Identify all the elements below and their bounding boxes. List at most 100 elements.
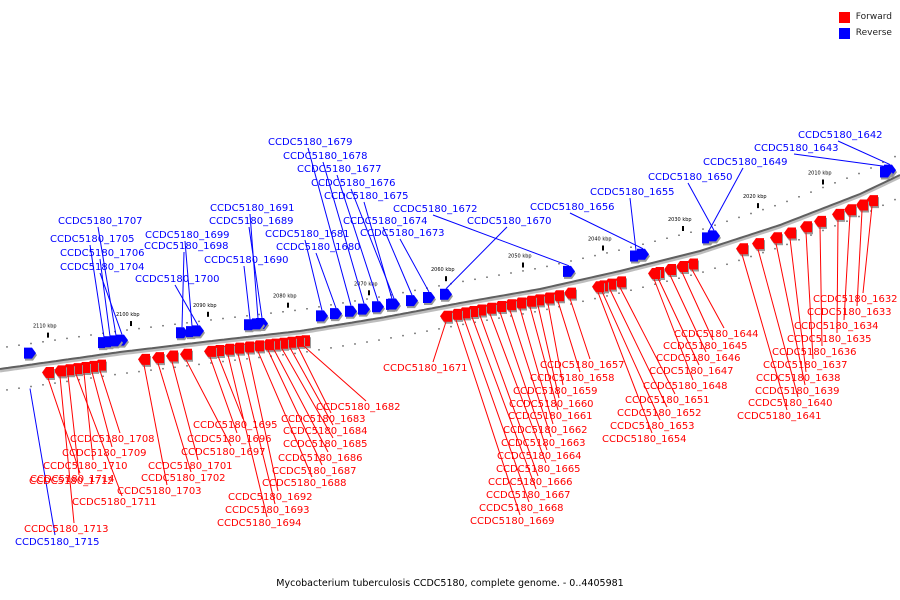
- forward-gene-label: CCDC5180_1638: [756, 373, 841, 384]
- scale-tick-label: 2050 kbp: [508, 254, 532, 260]
- gene-features: [24, 164, 897, 381]
- forward-gene-label: CCDC5180_1713: [24, 524, 109, 535]
- leader-line: [471, 316, 537, 490]
- leader-line: [509, 310, 552, 438]
- forward-gene-label: CCDC5180_1647: [649, 366, 734, 377]
- leader-line: [59, 376, 75, 524]
- forward-gene-label: CCDC5180_1636: [772, 347, 857, 358]
- scale-dot: [750, 212, 752, 215]
- leader-line: [629, 197, 637, 251]
- forward-gene: [676, 261, 688, 272]
- forward-gene-label: CCDC5180_1668: [479, 503, 564, 514]
- leader-line: [681, 271, 714, 341]
- legend-forward-label: Forward: [855, 12, 892, 22]
- forward-gene-label: CCDC5180_1637: [763, 360, 848, 371]
- scale-dot: [138, 370, 140, 373]
- forward-gene-label: CCDC5180_1662: [503, 425, 588, 436]
- leader-line: [267, 350, 323, 466]
- scale-dot: [834, 225, 836, 227]
- scale-dot: [690, 274, 692, 276]
- scale-dot: [582, 300, 584, 303]
- scale-tick-label: 2070 kbp: [354, 281, 378, 287]
- scale-dot: [642, 243, 644, 245]
- leader-line: [237, 353, 276, 505]
- scale-dot: [162, 367, 164, 370]
- scale-tick: [47, 332, 49, 338]
- forward-gene: [180, 348, 192, 360]
- scale-dot: [834, 182, 836, 184]
- reverse-gene: [24, 347, 36, 359]
- forward-gene-label: CCDC5180_1684: [283, 426, 368, 437]
- leader-line: [143, 364, 168, 486]
- forward-gene: [152, 352, 164, 364]
- leader-line: [557, 301, 581, 373]
- legend-reverse: Reverse: [838, 25, 892, 41]
- forward-gene-label: CCDC5180_1632: [813, 294, 898, 305]
- scale-dot: [714, 224, 716, 226]
- scale-tick-label: 2080 kbp: [273, 294, 297, 300]
- scale-dot: [606, 295, 608, 297]
- scale-dot: [30, 342, 32, 345]
- reverse-gene-label: CCDC5180_1643: [754, 143, 839, 154]
- scale-dot: [702, 228, 704, 230]
- scale-dot: [786, 200, 788, 203]
- leader-line: [529, 306, 559, 411]
- reverse-gene: [708, 230, 720, 242]
- reverse-gene-label: CCDC5180_1715: [15, 537, 100, 548]
- scale-dot: [402, 334, 404, 337]
- genome-backbone: 2010 kbp 2020 kbp 2030 kbp 2040 kbp 2050 kbp…: [0, 155, 900, 391]
- leader-line: [479, 315, 539, 477]
- scale-tick: [522, 262, 524, 268]
- scale-dot: [210, 319, 212, 321]
- forward-gene-label: CCDC5180_1667: [486, 490, 571, 501]
- leader-line: [609, 289, 668, 408]
- reverse-gene-label: CCDC5180_1679: [268, 137, 353, 148]
- reverse-gene-label: CCDC5180_1673: [360, 228, 445, 239]
- scale-dot: [798, 239, 800, 241]
- forward-gene-label: CCDC5180_1669: [470, 516, 555, 527]
- scale-dot: [246, 358, 248, 360]
- legend-forward: Forward: [838, 9, 892, 25]
- scale-dot: [66, 380, 68, 383]
- forward-gene: [166, 350, 178, 362]
- leader-line: [97, 226, 117, 336]
- leader-line: [687, 182, 715, 231]
- forward-gene-label: CCDC5180_1688: [262, 478, 347, 489]
- reverse-gene: [406, 295, 418, 307]
- forward-gene: [814, 215, 826, 227]
- scale-tick-label: 2110 kbp: [33, 324, 57, 330]
- scale-dot: [282, 354, 284, 356]
- scale-dot: [102, 375, 104, 378]
- scale-dot: [726, 263, 728, 266]
- scale-dot: [678, 277, 680, 279]
- scale-dot: [42, 384, 44, 386]
- label-leader-lines: [29, 140, 891, 536]
- scale-dot: [366, 298, 368, 300]
- leader-line: [691, 269, 725, 329]
- forward-gene: [736, 243, 748, 255]
- scale-dot: [630, 246, 632, 248]
- leader-line: [399, 238, 430, 293]
- forward-gene-label: CCDC5180_1685: [283, 439, 368, 450]
- leader-line: [289, 347, 334, 426]
- forward-gene-label: CCDC5180_1645: [663, 341, 748, 352]
- scale-dot: [738, 259, 740, 262]
- scale-dot: [354, 343, 356, 345]
- gene-labels: CCDC5180_1642 CCDC5180_1643 CCDC5180_1649 C…: [15, 130, 898, 548]
- scale-dot: [498, 317, 500, 319]
- forward-gene-label: CCDC5180_1714: [30, 474, 115, 485]
- scale-dot: [6, 346, 8, 348]
- leader-line: [249, 213, 259, 319]
- scale-dot: [630, 289, 632, 291]
- scale-dot: [162, 324, 164, 327]
- scale-dot: [750, 255, 752, 258]
- scale-dot: [150, 369, 152, 371]
- reverse-gene-label: CCDC5180_1672: [393, 204, 478, 215]
- scale-dot: [378, 296, 380, 298]
- scale-dot: [594, 297, 596, 300]
- reverse-gene: [252, 318, 264, 330]
- scale-dot: [774, 204, 776, 207]
- scale-dot: [198, 363, 200, 366]
- scale-dot: [378, 339, 380, 341]
- reverse-gene: [423, 291, 435, 303]
